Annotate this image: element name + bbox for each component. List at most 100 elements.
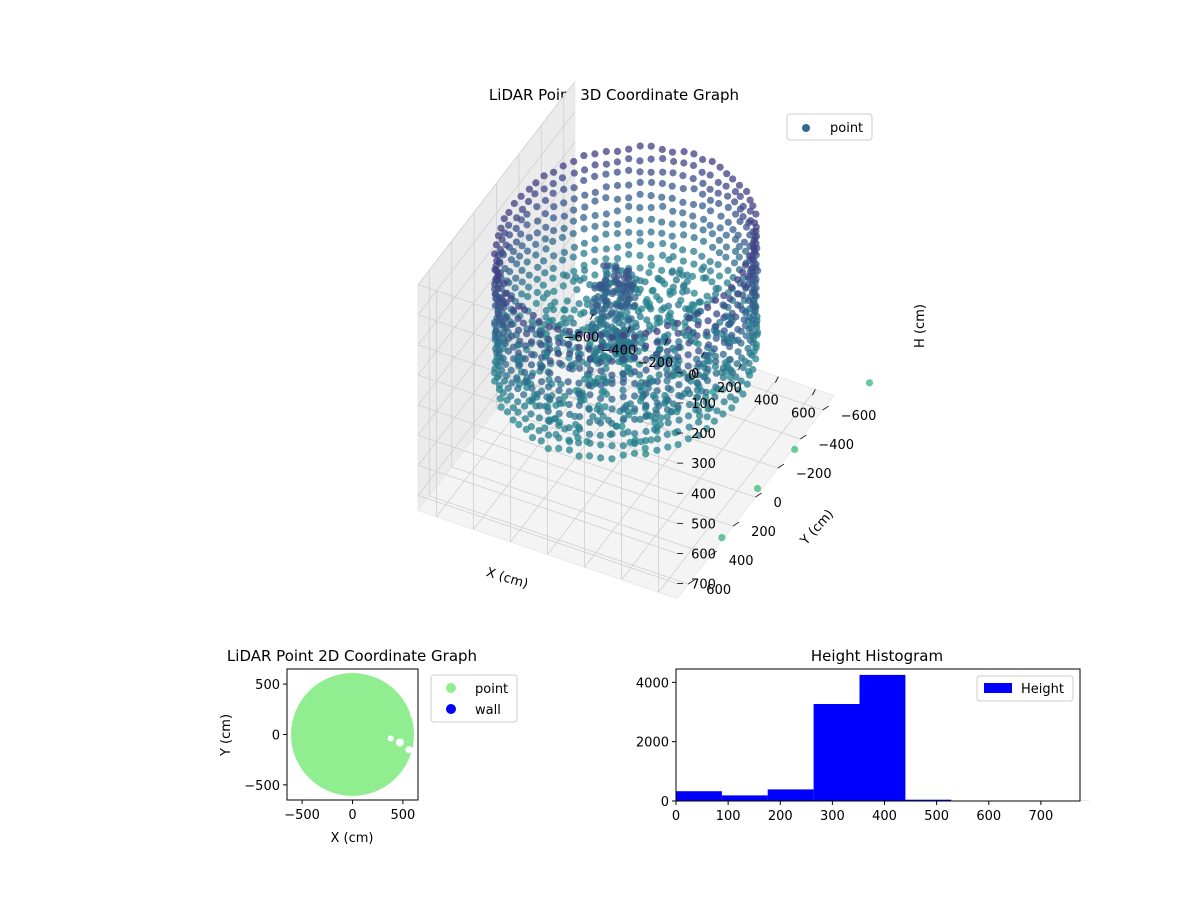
chart-3d-point	[608, 290, 617, 298]
chart-3d-point	[544, 407, 552, 415]
chart-3d-point	[555, 386, 563, 395]
chart-3d-point	[631, 415, 639, 423]
chart-3d-point	[492, 290, 500, 298]
chart-3d-point	[674, 353, 682, 361]
chart-3d-point	[664, 443, 672, 451]
chart-3d-point	[741, 261, 750, 269]
chart-3d-gridline-y	[473, 437, 734, 527]
chart-3d-point	[591, 271, 599, 279]
chart-3d-point	[625, 181, 633, 189]
chart-3d-point	[535, 414, 544, 422]
chart-3d-xlabel: X (cm)	[484, 565, 530, 592]
chart-3d-point	[674, 441, 682, 449]
chart-3d-point	[698, 202, 707, 210]
chart-3d-point	[668, 194, 676, 202]
chart-3d-point	[523, 221, 531, 229]
chart-3d-point	[569, 319, 578, 327]
chart-3d-point	[659, 202, 667, 210]
chart-3d-point	[742, 332, 750, 340]
chart-3d-point	[748, 264, 756, 272]
chart-3d-point	[752, 227, 760, 235]
chart-3d-point	[525, 185, 534, 193]
chart-3d-point	[733, 360, 741, 368]
chart-3d-point	[750, 219, 759, 227]
chart-3d-point	[706, 185, 714, 193]
chart-3d-point	[507, 366, 515, 374]
chart-hist-legend-swatch	[984, 683, 1012, 693]
chart-3d-point	[619, 393, 627, 401]
chart-3d-point	[521, 306, 529, 314]
chart-3d-point	[528, 434, 537, 442]
chart-3d-point	[613, 220, 622, 228]
chart-3d-point	[753, 484, 762, 493]
chart-3d-point	[591, 284, 599, 292]
chart-3d-point	[636, 168, 644, 176]
chart-3d-point	[658, 218, 666, 226]
chart-3d-point	[625, 228, 633, 236]
chart-3d-point	[647, 305, 655, 313]
chart-3d-point	[518, 242, 526, 250]
chart-3d-point	[726, 295, 734, 303]
chart-3d-point	[642, 366, 650, 374]
chart-3d-point	[695, 407, 703, 415]
chart-3d-point	[668, 220, 676, 228]
chart-3d-point	[625, 166, 633, 174]
chart-3d-point	[589, 413, 597, 421]
chart-3d-point	[684, 386, 692, 394]
chart-3d-point	[608, 379, 616, 388]
chart-3d-point	[507, 320, 515, 328]
chart-3d-point	[749, 302, 757, 310]
chart-3d-point	[713, 310, 721, 318]
chart-3d-point	[549, 214, 558, 222]
chart-hist-xtick-label: 700	[1028, 809, 1053, 824]
chart-3d-point	[627, 315, 635, 323]
chart-3d-point	[712, 369, 720, 377]
chart-3d-point	[528, 372, 536, 380]
chart-3d-point	[728, 331, 736, 339]
chart-3d-point	[602, 230, 610, 238]
chart-3d-point	[566, 410, 574, 418]
chart-3d-ztick-label: 200	[691, 427, 716, 442]
chart-3d-point	[535, 427, 543, 435]
chart-3d-point	[523, 330, 531, 338]
chart-3d-point	[712, 383, 720, 391]
chart-3d-point	[498, 366, 506, 374]
chart-3d-point	[752, 210, 760, 218]
chart-3d-point	[706, 207, 715, 215]
chart-3d-point	[624, 364, 632, 372]
chart-3d-point	[550, 168, 558, 176]
chart-3d-point	[739, 213, 747, 221]
chart-3d-point	[527, 361, 536, 369]
chart-3d-ztick-label: 600	[691, 547, 716, 562]
chart-3d-point	[559, 256, 567, 264]
chart-3d-point	[559, 282, 567, 290]
chart-3d-point	[586, 333, 594, 341]
chart-3d-point	[580, 239, 589, 247]
chart-3d-point	[700, 215, 708, 223]
chart-2d-point-cloud	[291, 673, 418, 796]
chart-3d-point	[580, 308, 588, 317]
chart-3d-point	[502, 360, 510, 368]
chart-3d-point	[537, 387, 546, 395]
chart-3d-point	[706, 258, 714, 266]
chart-3d-point	[715, 272, 724, 280]
chart-3d-point	[699, 155, 707, 164]
chart-3d-point	[591, 161, 599, 169]
chart-3d-point	[712, 296, 720, 304]
chart-2d-legend-wall-marker	[446, 704, 456, 714]
chart-3d-point	[502, 314, 510, 322]
chart-3d-point	[645, 269, 653, 277]
chart-3d-point	[712, 334, 720, 342]
chart-3d-point	[528, 317, 536, 325]
chart-3d-point	[554, 349, 562, 357]
chart-3d-point	[565, 364, 573, 372]
chart-3d-point	[591, 378, 599, 386]
chart-3d-point	[625, 155, 633, 163]
chart-3d-point	[694, 371, 703, 379]
chart-3d-point	[642, 342, 650, 350]
chart-3d-point	[570, 206, 578, 214]
chart-3d-point	[735, 181, 744, 189]
chart-3d-point	[520, 391, 528, 399]
chart-3d-point	[631, 440, 639, 448]
chart-3d-point	[715, 236, 724, 244]
